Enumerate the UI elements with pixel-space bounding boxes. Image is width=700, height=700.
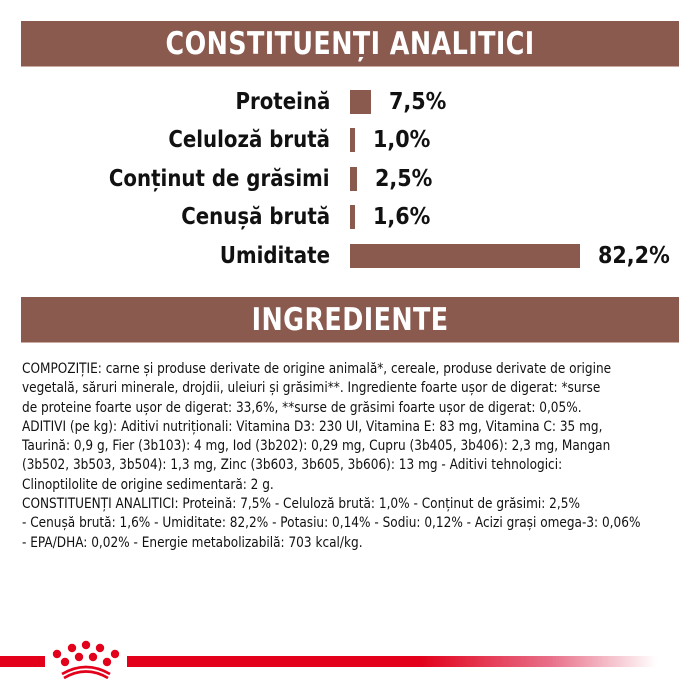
analytic-constituents-banner: CONSTITUENȚI ANALITICI [21,21,679,67]
chart-row-label: Celuloză brută [168,127,330,153]
ingredients-line: - EPA/DHA: 0,02% - Energie metabolizabil… [22,533,363,551]
chart-row: Cenușă brută 1,6% [0,198,700,236]
chart-row: Conținut de grăsimi 2,5% [0,160,700,198]
analytic-constituents-title: CONSTITUENȚI ANALITICI [165,25,535,62]
chart-bar [350,205,355,229]
chart-row: Umiditate 82,2% [0,237,700,275]
ingredients-line: - Cenușă brută: 1,6% - Umiditate: 82,2% … [22,514,641,532]
ingredients-line: (3b502, 3b503, 3b504): 1,3 mg, Zinc (3b6… [22,456,563,474]
chart-bar-value: 1,0% [373,127,431,153]
chart-row-label: Proteină [235,89,330,115]
chart-bar-value: 82,2% [598,243,670,269]
ingredients-title: INGREDIENTE [251,301,449,338]
ingredients-line: CONSTITUENȚI ANALITICI: Proteină: 7,5% -… [22,495,580,513]
chart-row-label: Conținut de grăsimi [109,166,330,192]
footer-red-line-left [0,656,45,667]
chart-bar-value: 2,5% [375,166,433,192]
ingredients-text: COMPOZIȚIE: carne și produse derivate de… [22,359,692,552]
ingredients-line: Taurină: 0,9 g, Fier (3b103): 4 mg, Iod … [22,437,611,455]
crown-icon [52,640,120,680]
ingredients-line: Clinoptilolite de origine sedimentară: 2… [22,475,274,493]
chart-bar-value: 7,5% [389,89,447,115]
ingredients-line: ADITIVI (pe kg): Aditivi nutriționali: V… [22,417,603,435]
ingredients-line: COMPOZIȚIE: carne și produse derivate de… [22,360,612,377]
chart-bar [350,128,355,152]
chart-row-label: Cenușă brută [181,204,330,230]
chart-bar [350,167,357,191]
footer-red-line-right [127,656,657,667]
chart-row-label: Umiditate [219,243,330,269]
ingredients-line: de proteine foarte ușor de digerat: 33,6… [22,398,582,416]
ingredients-line: vegetală, săruri minerale, drojdii, ulei… [22,379,601,397]
chart-bar [350,244,580,268]
chart-bar-value: 1,6% [373,204,431,230]
ingredients-banner: INGREDIENTE [21,297,679,343]
chart-bar [350,90,371,114]
chart-row: Proteină 7,5% [0,83,700,121]
chart-row: Celuloză brută 1,0% [0,121,700,159]
